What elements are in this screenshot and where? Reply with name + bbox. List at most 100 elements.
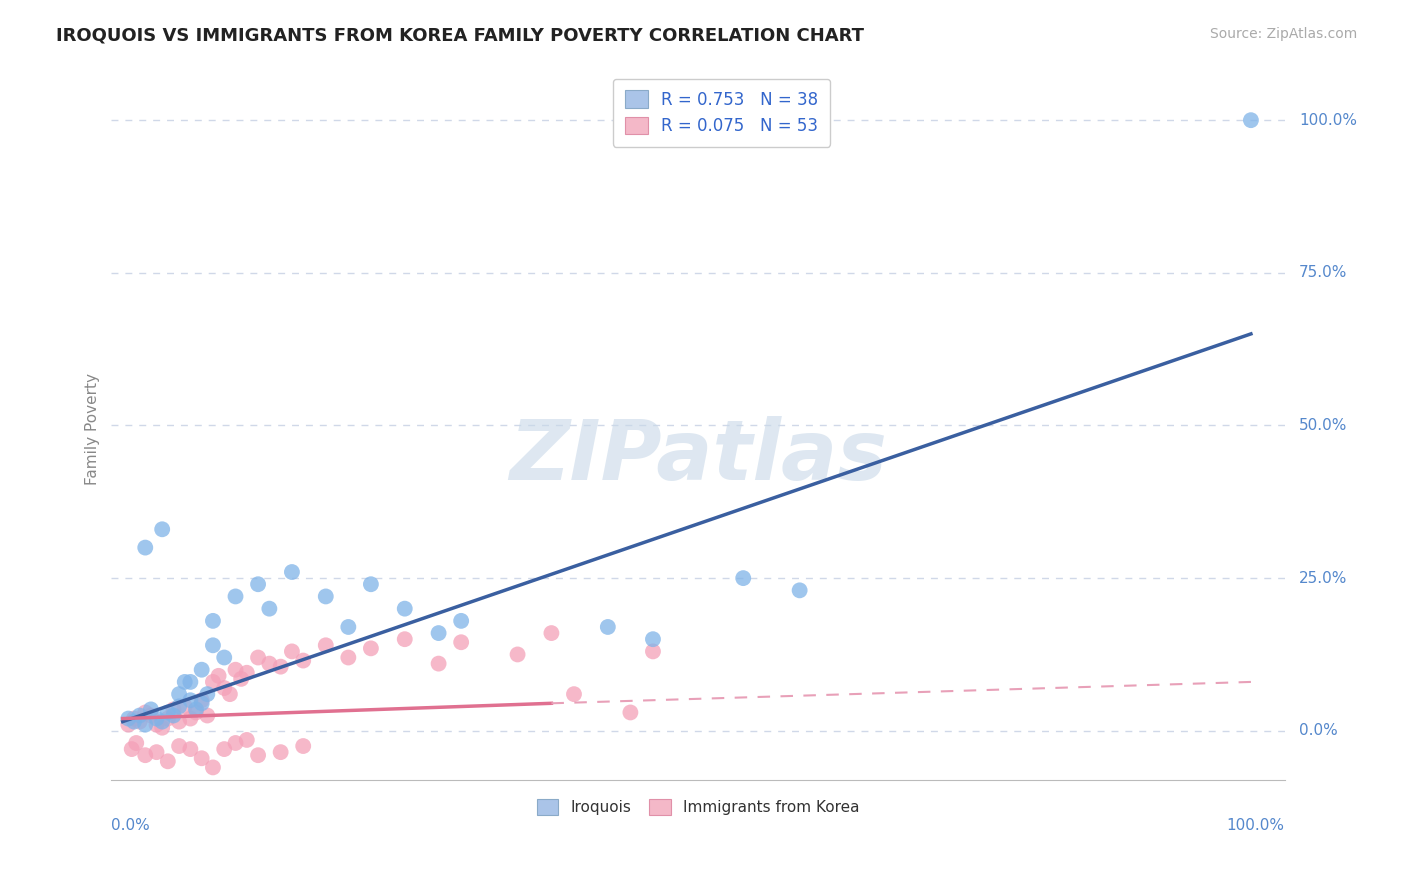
Point	[292, 739, 315, 753]
Point	[162, 708, 184, 723]
Point	[281, 644, 304, 658]
Point	[270, 745, 292, 759]
Point	[179, 712, 201, 726]
Point	[173, 674, 195, 689]
Point	[207, 669, 229, 683]
Point	[121, 742, 143, 756]
Point	[167, 699, 190, 714]
Point	[184, 706, 207, 720]
Point	[733, 571, 755, 585]
Point	[225, 590, 247, 604]
Point	[212, 742, 235, 756]
Point	[145, 712, 167, 726]
Point	[128, 714, 150, 729]
Point	[270, 659, 292, 673]
Point	[1240, 113, 1263, 128]
Point	[150, 522, 173, 536]
Point	[122, 712, 145, 726]
Point	[259, 657, 281, 671]
Point	[117, 712, 139, 726]
Text: 0.0%: 0.0%	[111, 818, 150, 833]
Point	[427, 657, 450, 671]
Point	[156, 754, 179, 768]
Text: 100.0%: 100.0%	[1299, 112, 1357, 128]
Point	[540, 626, 562, 640]
Point	[394, 601, 416, 615]
Text: 25.0%: 25.0%	[1299, 571, 1347, 586]
Point	[212, 650, 235, 665]
Point	[134, 541, 156, 555]
Point	[134, 717, 156, 731]
Point	[125, 736, 148, 750]
Text: IROQUOIS VS IMMIGRANTS FROM KOREA FAMILY POVERTY CORRELATION CHART: IROQUOIS VS IMMIGRANTS FROM KOREA FAMILY…	[56, 27, 865, 45]
Point	[128, 708, 150, 723]
Point	[190, 663, 212, 677]
Point	[201, 614, 224, 628]
Point	[292, 654, 315, 668]
Point	[156, 706, 179, 720]
Point	[190, 696, 212, 710]
Text: ZIPatlas: ZIPatlas	[509, 417, 887, 497]
Point	[259, 601, 281, 615]
Point	[337, 620, 360, 634]
Point	[394, 632, 416, 647]
Point	[150, 721, 173, 735]
Point	[167, 687, 190, 701]
Point	[225, 736, 247, 750]
Point	[596, 620, 619, 634]
Point	[139, 708, 162, 723]
Point	[225, 663, 247, 677]
Point	[427, 626, 450, 640]
Point	[789, 583, 811, 598]
Point	[450, 635, 472, 649]
Point	[179, 693, 201, 707]
Point	[619, 706, 641, 720]
Point	[360, 641, 382, 656]
Point	[236, 665, 259, 680]
Point	[179, 742, 201, 756]
Point	[190, 693, 212, 707]
Text: 100.0%: 100.0%	[1227, 818, 1285, 833]
Point	[134, 706, 156, 720]
Point	[145, 717, 167, 731]
Point	[236, 733, 259, 747]
Point	[167, 739, 190, 753]
Text: 50.0%: 50.0%	[1299, 418, 1347, 433]
Point	[184, 702, 207, 716]
Point	[179, 674, 201, 689]
Point	[641, 632, 664, 647]
Point	[247, 577, 270, 591]
Point	[162, 702, 184, 716]
Point	[450, 614, 472, 628]
Point	[641, 644, 664, 658]
Point	[506, 648, 529, 662]
Point	[315, 590, 337, 604]
Point	[167, 714, 190, 729]
Point	[139, 702, 162, 716]
Point	[134, 748, 156, 763]
Text: 0.0%: 0.0%	[1299, 723, 1337, 739]
Point	[190, 751, 212, 765]
Point	[315, 638, 337, 652]
Point	[247, 748, 270, 763]
Point	[195, 687, 218, 701]
Point	[122, 714, 145, 729]
Point	[201, 674, 224, 689]
Point	[337, 650, 360, 665]
Y-axis label: Family Poverty: Family Poverty	[86, 373, 100, 484]
Point	[145, 745, 167, 759]
Point	[150, 714, 173, 729]
Point	[360, 577, 382, 591]
Point	[201, 760, 224, 774]
Legend: Iroquois, Immigrants from Korea: Iroquois, Immigrants from Korea	[527, 790, 869, 824]
Point	[201, 638, 224, 652]
Point	[195, 708, 218, 723]
Point	[156, 712, 179, 726]
Point	[562, 687, 585, 701]
Point	[212, 681, 235, 695]
Point	[231, 672, 253, 686]
Text: Source: ZipAtlas.com: Source: ZipAtlas.com	[1209, 27, 1357, 41]
Point	[281, 565, 304, 579]
Point	[173, 699, 195, 714]
Text: 75.0%: 75.0%	[1299, 265, 1347, 280]
